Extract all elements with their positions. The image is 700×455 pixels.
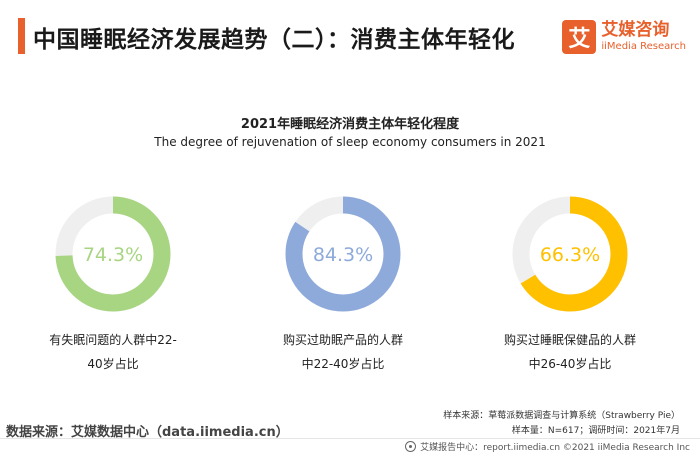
chart-title: 2021年睡眠经济消费主体年轻化程度	[240, 117, 460, 132]
donut-category-label-line2: 中26-40岁占比	[528, 357, 612, 371]
footer-copyright-text: 艾媒报告中心：report.iimedia.cn ©2021 iiMedia R…	[420, 443, 690, 453]
page-title: 中国睡眠经济发展趋势（二）：消费主体年轻化	[33, 27, 515, 53]
footer-divider	[0, 438, 700, 439]
donut-category-label: 有失眠问题的人群中22- 40岁占比	[13, 328, 213, 376]
donut-value-label: 66.3%	[540, 244, 600, 266]
footer-copyright: 艾媒报告中心：report.iimedia.cn ©2021 iiMedia R…	[405, 440, 690, 453]
donut-category-label-line1: 有失眠问题的人群中22-	[49, 333, 177, 347]
donut-arc	[512, 196, 628, 312]
data-source: 数据来源：艾媒数据中心（data.iimedia.cn）	[6, 425, 289, 440]
donut-category-label: 购买过助眠产品的人群 中22-40岁占比	[243, 328, 443, 376]
donut-value-label: 84.3%	[313, 244, 373, 266]
report-center-icon	[405, 441, 417, 452]
logo-mark: 艾	[562, 20, 597, 54]
donut-category-label-line2: 中22-40岁占比	[301, 357, 385, 371]
logo-text: 艾媒咨询 iiMedia Research	[601, 22, 686, 52]
title-accent-bar	[18, 18, 25, 54]
logo-name-cn: 艾媒咨询	[601, 20, 670, 40]
donut-category-label-line1: 购买过睡眠保健品的人群	[503, 333, 636, 347]
donut-arc	[285, 196, 401, 312]
sample-source-note: 样本来源：草莓派数据调查与计算系统（Strawberry Pie）	[443, 411, 680, 421]
donut-category-label-line1: 购买过助眠产品的人群	[282, 333, 403, 347]
donut-category-label-line2: 40岁占比	[87, 357, 139, 371]
donut-category-label: 购买过睡眠保健品的人群 中26-40岁占比	[470, 328, 670, 376]
iimedia-logo: 艾 艾媒咨询 iiMedia Research	[562, 20, 686, 54]
donut-value-label: 74.3%	[83, 244, 143, 266]
logo-name-en: iiMedia Research	[601, 41, 686, 52]
sample-size-note: 样本量：N=617；调研时间：2021年7月	[511, 426, 680, 436]
chart-subtitle: The degree of rejuvenation of sleep econ…	[154, 135, 546, 149]
donut-arc	[55, 196, 171, 312]
